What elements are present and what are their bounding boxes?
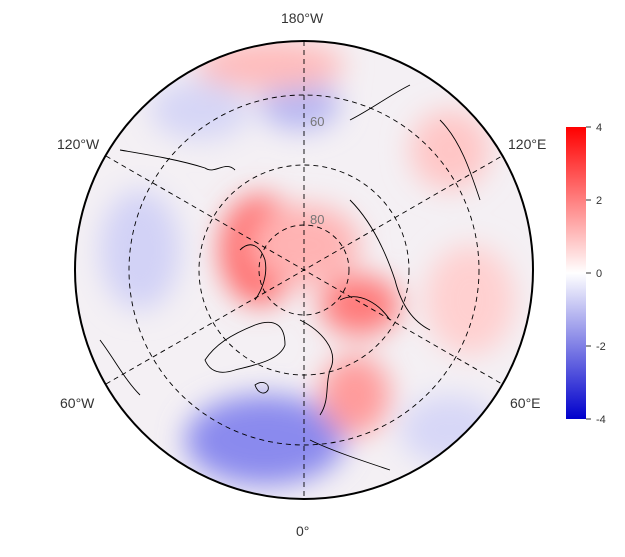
lon-label-upper-left: 120°W [57, 136, 100, 152]
colorbar-tick-minus4: -4 [596, 414, 606, 426]
graticule-circle-60 [128, 94, 480, 446]
anomaly-scandinavia [320, 355, 390, 435]
lon-label-lower-right: 60°E [510, 395, 541, 411]
coast-alaska [119, 149, 236, 171]
anomaly-siberia [425, 245, 515, 355]
coast-ellesmere [239, 244, 267, 301]
coast-siberia [349, 199, 431, 331]
colorbar-tick-2: 2 [596, 195, 602, 207]
coast-europe [309, 439, 391, 471]
colorbar-tick-0: 0 [596, 268, 602, 280]
colorbar-gradient [566, 127, 586, 419]
graticule [105, 41, 503, 499]
anomaly-alaska [150, 80, 250, 140]
anomaly-east-siberia [410, 110, 490, 190]
lon-label-top: 180°W [281, 10, 324, 26]
coast-scandinavia [299, 319, 334, 416]
anomaly-bering [260, 80, 340, 130]
colorbar-tick-4: 4 [596, 122, 602, 134]
lat-label-60: 60 [310, 114, 324, 129]
lon-label-upper-right: 120°E [508, 136, 547, 152]
anomaly-north-atlantic [185, 395, 345, 485]
colorbar: 4 2 0 -2 -4 [566, 122, 606, 426]
map-boundary [74, 40, 534, 500]
anomaly-field [100, 41, 515, 485]
lon-label-bottom: 0° [296, 523, 310, 539]
coast-iceland [254, 382, 269, 394]
coastlines [99, 84, 481, 471]
meridian-60w-120e [105, 155, 503, 385]
coast-chukotka [349, 84, 411, 121]
coast-novaya-zemlya [339, 296, 391, 321]
colorbar-tick-minus2: -2 [596, 341, 606, 353]
lon-label-lower-left: 60°W [60, 395, 95, 411]
coast-greenland [204, 321, 286, 373]
lat-label-80: 80 [310, 212, 324, 227]
anomaly-kara [320, 275, 400, 335]
coast-east-asia [439, 119, 481, 201]
anomaly-canada [100, 190, 180, 310]
coast-labrador [99, 339, 141, 396]
map-disc: 60 80 [75, 41, 533, 499]
anomaly-central-arctic [250, 205, 360, 285]
